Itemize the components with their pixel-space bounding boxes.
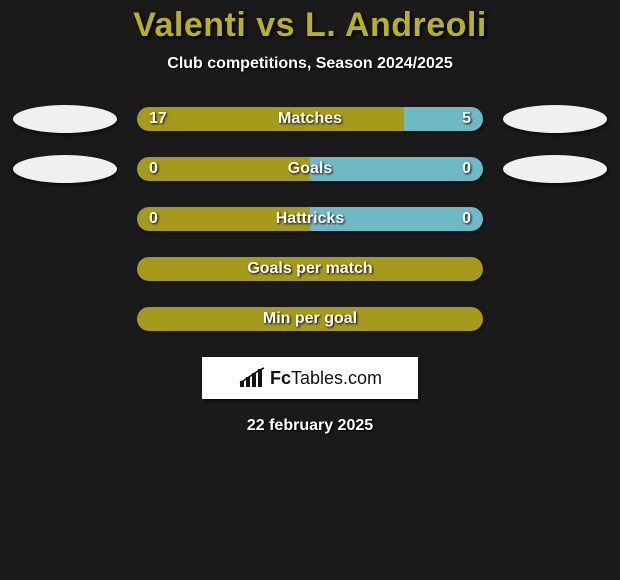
- right-team-marker: [503, 155, 607, 183]
- right-spacer: [503, 305, 607, 333]
- stat-bar: 00Hattricks: [137, 207, 483, 231]
- comparison-row: 175Matches: [0, 105, 620, 133]
- right-spacer: [503, 255, 607, 283]
- left-spacer: [13, 205, 117, 233]
- left-team-marker: [13, 105, 117, 133]
- comparison-row: 00Goals: [0, 155, 620, 183]
- stat-value-left: 17: [149, 107, 167, 131]
- brand-text: FcTables.com: [270, 368, 382, 389]
- stat-value-left: 0: [149, 207, 158, 231]
- stat-value-left: 0: [149, 157, 158, 181]
- bar-segment-right: [310, 157, 483, 181]
- stat-bar: Min per goal: [137, 307, 483, 331]
- bar-segment-right: [310, 207, 483, 231]
- right-spacer: [503, 205, 607, 233]
- stat-bar: 175Matches: [137, 107, 483, 131]
- bar-segment-left: [137, 107, 404, 131]
- stat-bar: Goals per match: [137, 257, 483, 281]
- date-label: 22 february 2025: [0, 417, 620, 435]
- bar-segment-left: [137, 207, 310, 231]
- bar-segment-right: [404, 107, 483, 131]
- right-team-marker: [503, 105, 607, 133]
- comparison-row: Goals per match: [0, 255, 620, 283]
- left-team-marker: [13, 155, 117, 183]
- stat-value-right: 0: [462, 207, 471, 231]
- page-title: Valenti vs L. Andreoli: [0, 6, 620, 45]
- stat-bar: 00Goals: [137, 157, 483, 181]
- comparison-row: 00Hattricks: [0, 205, 620, 233]
- left-spacer: [13, 255, 117, 283]
- left-spacer: [13, 305, 117, 333]
- stat-value-right: 5: [462, 107, 471, 131]
- chart-icon: [238, 367, 266, 389]
- stat-value-right: 0: [462, 157, 471, 181]
- bar-segment-left: [137, 157, 310, 181]
- comparison-row: Min per goal: [0, 305, 620, 333]
- bar-segment-left: [137, 257, 483, 281]
- bar-segment-left: [137, 307, 483, 331]
- brand-logo: FcTables.com: [202, 357, 418, 399]
- comparison-rows: 175Matches00Goals00HattricksGoals per ma…: [0, 105, 620, 333]
- subtitle: Club competitions, Season 2024/2025: [0, 55, 620, 73]
